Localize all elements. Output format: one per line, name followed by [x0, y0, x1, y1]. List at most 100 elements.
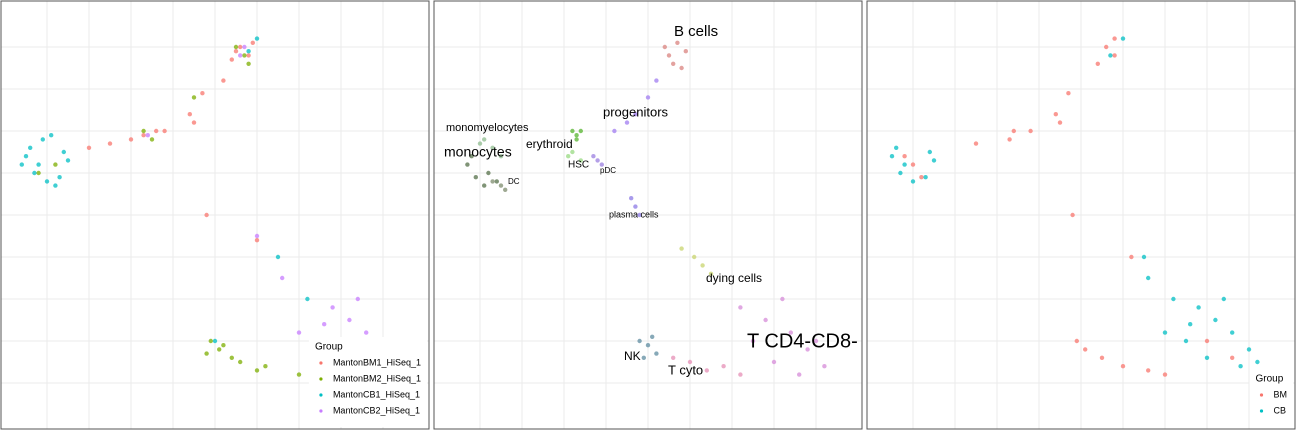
point: [1066, 91, 1071, 96]
legend-swatch: [319, 393, 323, 397]
point: [822, 364, 827, 369]
point: [1083, 347, 1088, 352]
point: [1129, 254, 1134, 260]
point: [902, 162, 907, 167]
point: [1221, 296, 1227, 302]
point: [1053, 112, 1059, 117]
point: [633, 112, 638, 117]
point: [212, 338, 218, 344]
point: [141, 133, 146, 138]
point: [641, 355, 646, 360]
cluster-label: erythroid: [526, 137, 573, 151]
legend-swatch: [319, 377, 323, 381]
point: [889, 154, 895, 159]
point: [154, 128, 159, 134]
legend-box: [308, 337, 427, 427]
point: [296, 372, 302, 377]
cluster-label: plasma cells: [609, 209, 659, 219]
cluster-label: NK: [624, 349, 641, 363]
point: [1141, 254, 1147, 260]
point: [498, 154, 504, 159]
point: [708, 271, 714, 276]
point: [229, 57, 234, 62]
legend-title: Group: [315, 342, 343, 353]
panel: Group BM CB: [866, 0, 1296, 430]
point: [347, 317, 352, 323]
point: [490, 145, 495, 150]
point: [296, 330, 302, 335]
point: [654, 351, 659, 356]
point: [61, 149, 66, 155]
point: [1112, 36, 1117, 41]
point: [1162, 372, 1168, 377]
cluster-label: B cells: [674, 23, 718, 40]
point: [263, 364, 268, 369]
point: [233, 49, 239, 54]
point: [1171, 296, 1176, 302]
point: [805, 347, 810, 352]
point: [1183, 338, 1189, 344]
panel-frame: [433, 0, 863, 430]
point: [246, 61, 251, 66]
legend: Group BM CB: [1249, 369, 1293, 427]
legend: Group MantonBM1_HiSeq_1 MantonBM2_HiSeq_1 M…: [308, 337, 427, 427]
cluster-label: T CD4-CD8-: [747, 330, 858, 352]
point: [666, 53, 672, 58]
point: [473, 175, 478, 180]
point: [679, 65, 684, 71]
point: [254, 368, 260, 373]
point: [973, 141, 979, 146]
legend-box: [1249, 369, 1293, 427]
point: [894, 145, 899, 150]
point: [40, 137, 45, 142]
point: [1007, 137, 1012, 142]
point: [692, 254, 697, 260]
point: [1146, 368, 1151, 373]
point: [246, 53, 251, 58]
point: [629, 196, 634, 201]
point: [1108, 53, 1113, 58]
point: [44, 179, 50, 184]
point: [19, 162, 24, 167]
point: [700, 263, 705, 268]
point: [898, 170, 903, 176]
point: [788, 330, 793, 335]
point: [591, 154, 596, 159]
panel-frame: [0, 0, 430, 430]
point: [221, 343, 226, 348]
legend-label: MantonCB2_HiSeq_1: [333, 405, 420, 415]
point: [187, 112, 192, 117]
point: [1146, 275, 1151, 281]
point: [654, 78, 659, 83]
point: [1196, 305, 1201, 310]
point: [687, 359, 693, 365]
cluster-label: monomyelocytes: [446, 122, 529, 134]
point: [637, 212, 642, 218]
point: [1204, 338, 1210, 344]
point: [305, 296, 310, 302]
point: [780, 296, 785, 302]
cluster-label: HSC: [568, 160, 589, 171]
point: [233, 44, 239, 50]
point: [36, 170, 41, 176]
point: [145, 133, 150, 138]
point: [595, 158, 600, 163]
point: [242, 44, 247, 50]
point: [503, 187, 508, 192]
point: [1120, 36, 1126, 41]
cluster-label: monocytes: [444, 144, 512, 160]
point: [763, 317, 768, 323]
point: [650, 334, 655, 339]
point: [149, 137, 155, 142]
point: [208, 338, 213, 344]
point: [1011, 128, 1016, 134]
point: [53, 183, 58, 188]
cluster-label: pDC: [600, 166, 616, 175]
point: [217, 347, 222, 352]
point: [1099, 355, 1105, 360]
point: [250, 40, 255, 45]
legend-label: MantonCB1_HiSeq_1: [333, 389, 420, 399]
legend-swatch: [319, 409, 323, 413]
